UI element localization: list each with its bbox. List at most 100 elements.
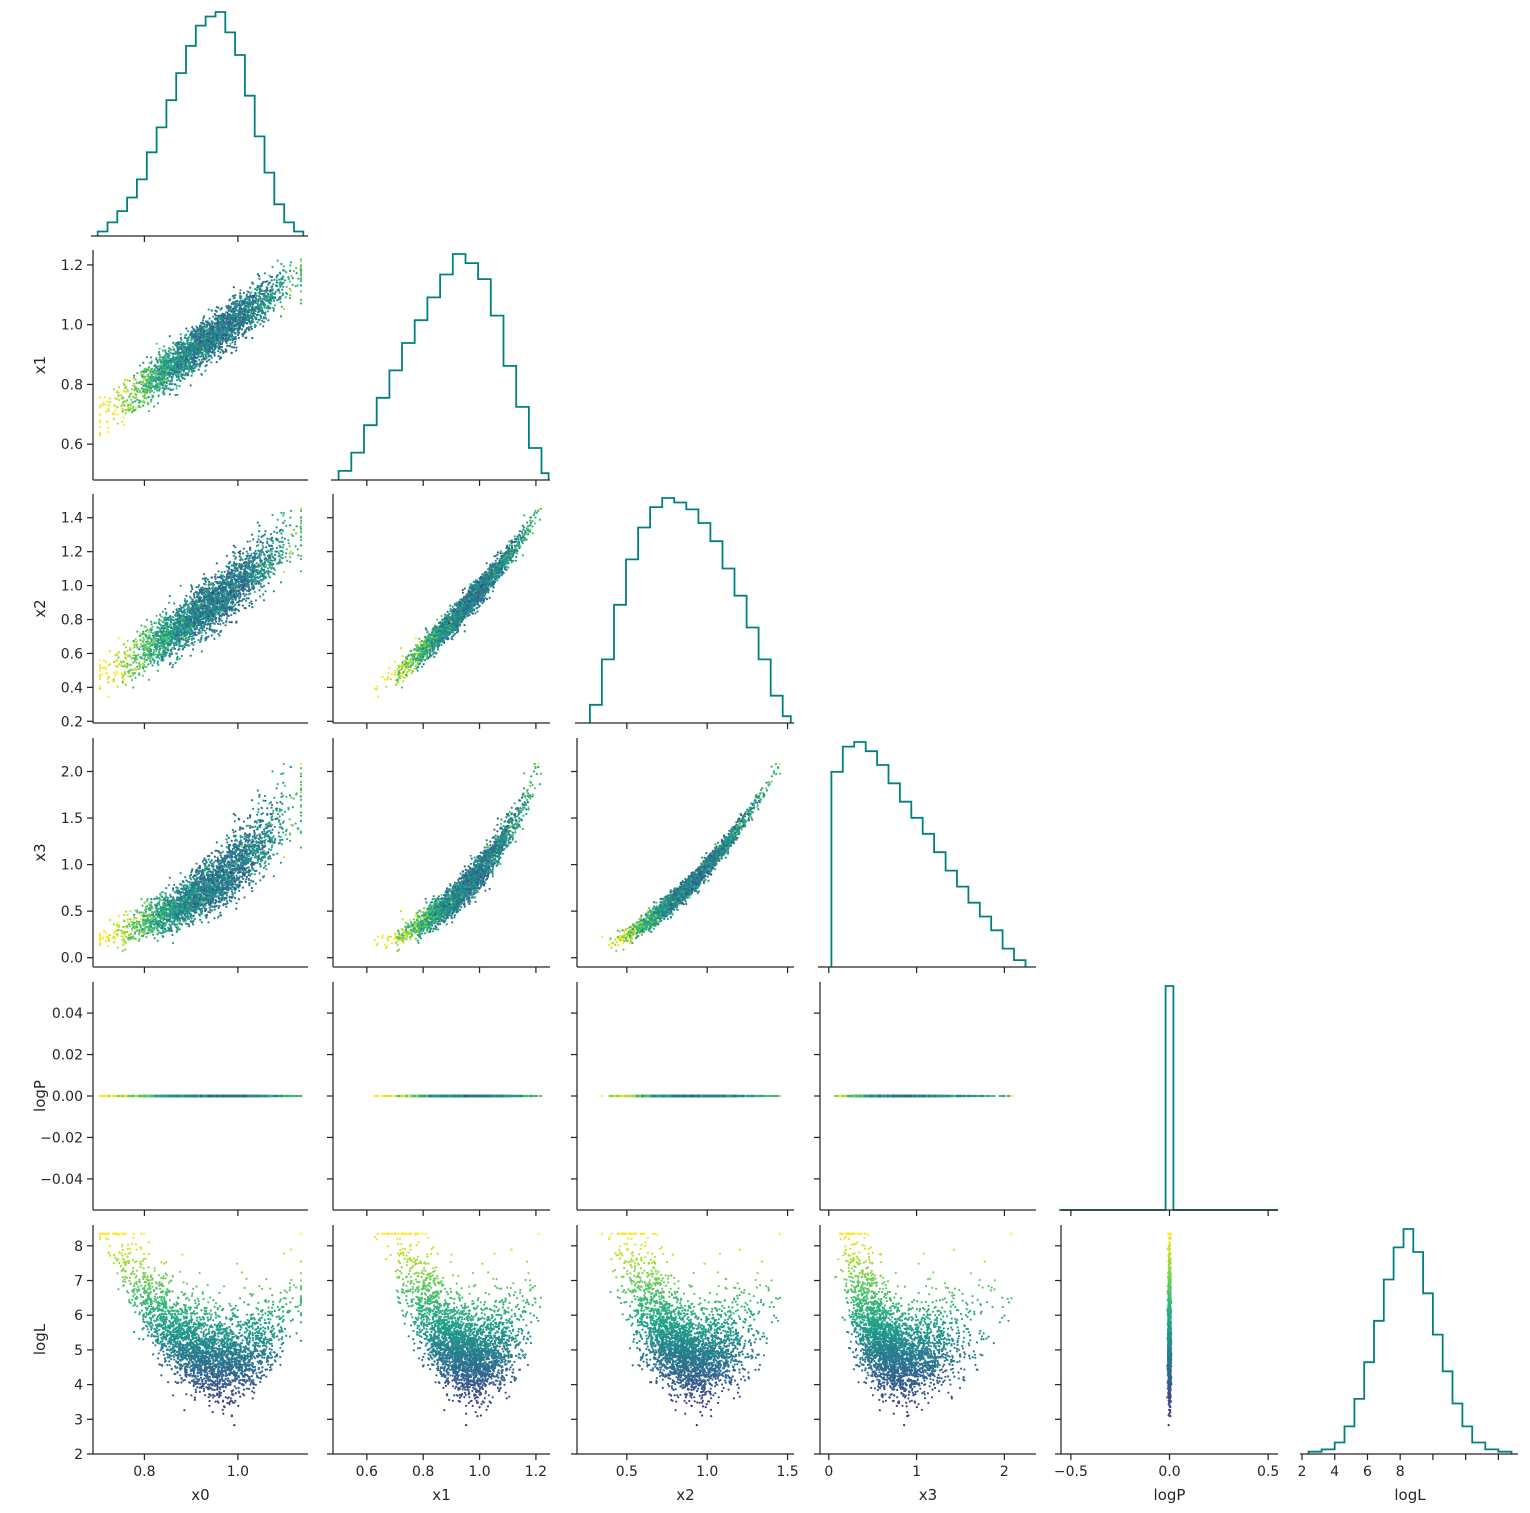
data-point <box>235 349 237 351</box>
data-point <box>198 639 200 641</box>
data-point <box>273 279 275 281</box>
data-point <box>239 292 241 294</box>
data-point <box>212 332 214 334</box>
data-point <box>228 337 230 339</box>
data-point <box>157 373 159 375</box>
data-point <box>103 403 105 405</box>
data-point <box>184 350 186 352</box>
data-point <box>181 376 183 378</box>
data-point <box>150 401 152 403</box>
data-point <box>118 391 120 393</box>
data-point <box>271 567 273 569</box>
data-point <box>219 317 221 319</box>
data-point <box>232 295 234 297</box>
data-point <box>122 417 124 419</box>
data-point <box>199 341 201 343</box>
data-point <box>295 267 297 269</box>
data-point <box>254 324 256 326</box>
data-point <box>248 581 250 583</box>
data-point <box>243 332 245 334</box>
data-point <box>210 327 212 329</box>
data-point <box>187 330 189 332</box>
data-point <box>257 314 259 316</box>
data-point <box>180 585 182 587</box>
data-point <box>159 348 161 350</box>
data-point <box>132 395 134 397</box>
data-point <box>237 310 239 312</box>
data-point <box>204 365 206 367</box>
data-point <box>252 303 254 305</box>
data-point <box>153 662 155 664</box>
histogram-logP <box>1061 986 1278 1210</box>
data-point <box>198 369 200 371</box>
data-point <box>159 367 161 369</box>
data-point <box>261 293 263 295</box>
data-point <box>229 298 231 300</box>
data-point <box>232 325 234 327</box>
data-point <box>184 378 186 380</box>
data-point <box>279 296 281 298</box>
data-point <box>240 304 242 306</box>
data-point <box>231 322 233 324</box>
data-point <box>259 287 261 289</box>
data-point <box>264 530 266 532</box>
data-point <box>251 328 253 330</box>
data-point <box>226 329 228 331</box>
data-point <box>203 350 205 352</box>
data-point <box>185 327 187 329</box>
data-point <box>170 381 172 383</box>
data-point <box>258 295 260 297</box>
data-point <box>106 672 108 674</box>
data-point <box>190 384 192 386</box>
data-point <box>205 344 207 346</box>
data-point <box>171 378 173 380</box>
data-point <box>147 373 149 375</box>
data-point <box>240 295 242 297</box>
data-point <box>297 278 299 280</box>
data-point <box>159 356 161 358</box>
data-point <box>242 605 244 607</box>
data-point <box>124 387 126 389</box>
data-point <box>246 311 248 313</box>
data-point <box>158 372 160 374</box>
data-point <box>138 406 140 408</box>
data-point <box>157 361 159 363</box>
data-point <box>198 331 200 333</box>
data-point <box>187 374 189 376</box>
data-point <box>146 356 148 358</box>
data-point <box>218 355 220 357</box>
data-point <box>159 384 161 386</box>
data-point <box>172 356 174 358</box>
data-point <box>231 352 233 354</box>
data-point <box>140 383 142 385</box>
data-point <box>266 300 268 302</box>
data-point <box>178 376 180 378</box>
data-point <box>212 350 214 352</box>
data-point <box>149 362 151 364</box>
data-point <box>116 673 118 675</box>
data-point <box>172 664 174 666</box>
data-point <box>213 340 215 342</box>
data-point <box>167 356 169 358</box>
data-point <box>120 672 122 674</box>
data-point <box>227 325 229 327</box>
data-point <box>238 610 240 612</box>
data-point <box>152 626 154 628</box>
data-point <box>140 373 142 375</box>
data-point <box>202 347 204 349</box>
data-point <box>196 365 198 367</box>
data-point <box>241 314 243 316</box>
data-point <box>271 560 273 562</box>
data-point <box>163 392 165 394</box>
histogram-logL <box>1309 1229 1512 1454</box>
data-point <box>262 325 264 327</box>
data-point <box>160 376 162 378</box>
data-point <box>147 381 149 383</box>
data-point <box>176 379 178 381</box>
data-point <box>170 349 172 351</box>
data-point <box>157 366 159 368</box>
data-point <box>235 347 237 349</box>
data-point <box>247 316 249 318</box>
data-point <box>133 651 135 653</box>
data-point <box>166 382 168 384</box>
